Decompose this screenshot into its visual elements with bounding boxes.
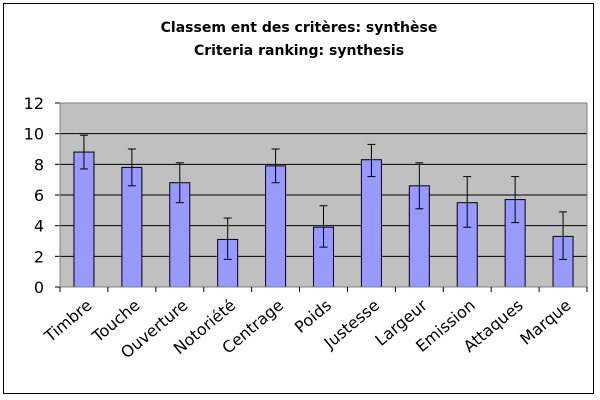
y-tick-label: 8 (34, 155, 44, 174)
y-tick-label: 12 (24, 94, 44, 113)
x-category-label: Timbre (40, 296, 96, 347)
chart-subtitle: Criteria ranking: synthesis (194, 43, 404, 59)
y-tick-label: 6 (34, 186, 44, 205)
bar (265, 165, 287, 288)
plot-border (59, 102, 588, 288)
y-tick-labels: 0 2 4 6 8 10 12 (24, 94, 44, 297)
y-tick-label: 0 (34, 278, 44, 297)
x-category-label: Marque (516, 296, 574, 349)
chart-title: Classem ent des critères: synthèse (161, 20, 438, 36)
bars (73, 151, 574, 288)
axes (55, 102, 588, 292)
y-tick-label: 4 (34, 217, 44, 236)
bar (73, 151, 95, 288)
error-bars (79, 134, 568, 260)
bar (360, 159, 382, 288)
y-tick-label: 2 (34, 247, 44, 266)
y-tick-label: 10 (24, 125, 44, 144)
